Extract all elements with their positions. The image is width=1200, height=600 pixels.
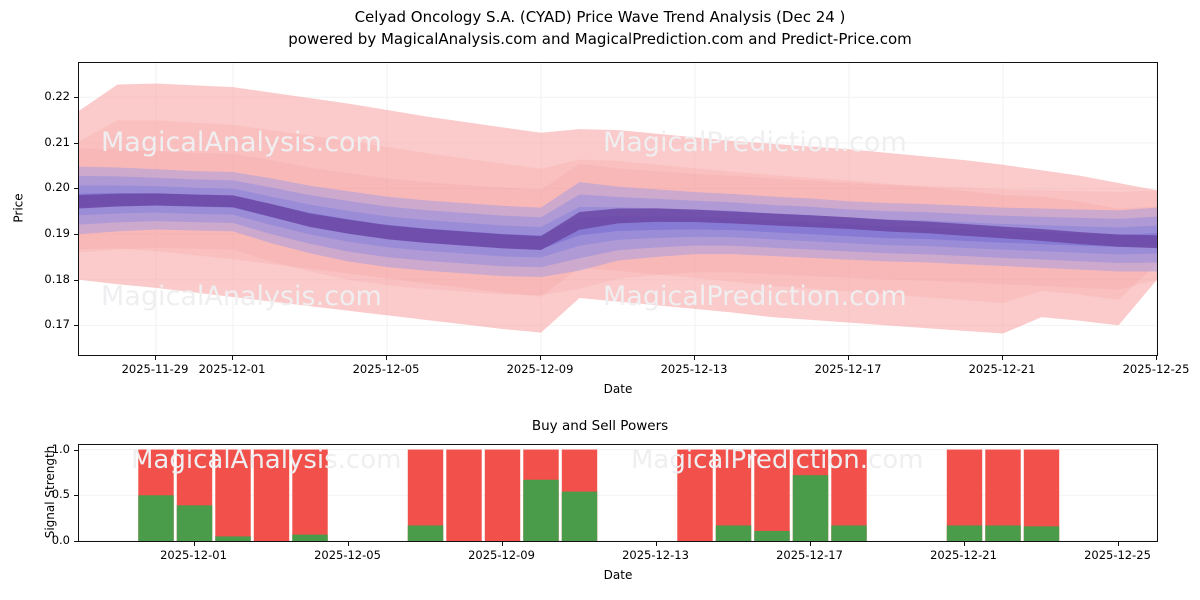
chart-title-block: Celyad Oncology S.A. (CYAD) Price Wave T… — [0, 6, 1200, 50]
signal-x-axis-label: Date — [603, 568, 633, 582]
x-tick-mark — [1156, 356, 1157, 360]
price-x-tick-label: 2025-12-05 — [352, 362, 420, 376]
signal-x-tick-label: 2025-12-21 — [930, 548, 997, 562]
signal-y-tick-label: 0.5 — [51, 487, 70, 502]
x-tick-mark — [386, 356, 387, 360]
price-y-tick-label: 0.21 — [44, 134, 70, 149]
x-tick-mark — [1002, 356, 1003, 360]
bottom-chart-title: Buy and Sell Powers — [531, 418, 669, 434]
signal-x-tick-label: 2025-12-25 — [1084, 548, 1151, 562]
x-tick-mark — [655, 542, 657, 546]
price-x-tick-label: 2025-12-01 — [198, 362, 266, 376]
y-tick-mark — [74, 279, 78, 281]
price-chart-panel: MagicalAnalysis.com MagicalPrediction.co… — [78, 62, 1158, 356]
x-tick-mark — [848, 356, 849, 360]
y-tick-mark — [74, 541, 78, 542]
y-tick-mark — [74, 325, 78, 327]
x-tick-mark — [232, 356, 233, 360]
signal-x-tick-label: 2025-12-01 — [160, 548, 227, 562]
signal-y-tick-label: 1.0 — [51, 441, 70, 456]
buy-sell-powers-panel: MagicalAnalysis.com MagicalPrediction.co… — [78, 444, 1158, 542]
signal-x-tick-label: 2025-12-13 — [622, 548, 689, 562]
price-wave-plot — [79, 63, 1157, 355]
x-tick-mark — [501, 542, 503, 546]
price-x-tick-label: 2025-12-13 — [660, 362, 728, 376]
price-y-tick-label: 0.18 — [44, 271, 70, 286]
x-tick-mark — [193, 542, 195, 546]
signal-x-tick-label: 2025-12-17 — [776, 548, 843, 562]
chart-title-line2: powered by MagicalAnalysis.com and Magic… — [288, 30, 912, 48]
x-tick-mark — [1117, 542, 1119, 546]
y-tick-mark — [74, 449, 78, 451]
x-tick-mark — [694, 356, 695, 360]
price-x-tick-label: 2025-12-17 — [814, 362, 882, 376]
x-tick-mark — [540, 356, 541, 360]
price-x-tick-label: 2025-11-29 — [121, 362, 189, 376]
x-tick-mark — [347, 542, 349, 546]
signal-y-axis-label: Signal Strength — [43, 445, 57, 539]
x-tick-mark — [809, 542, 811, 546]
y-tick-mark — [74, 495, 78, 497]
price-y-tick-label: 0.22 — [44, 89, 70, 104]
y-tick-mark — [74, 97, 78, 99]
chart-title-line1: Celyad Oncology S.A. (CYAD) Price Wave T… — [354, 8, 846, 26]
x-tick-mark — [155, 356, 156, 360]
signal-y-tick-label: 0.0 — [51, 533, 70, 547]
price-x-tick-label: 2025-12-09 — [506, 362, 574, 376]
y-tick-mark — [74, 142, 78, 144]
y-tick-mark — [74, 188, 78, 190]
price-x-tick-label: 2025-12-21 — [968, 362, 1036, 376]
price-x-axis-label: Date — [603, 382, 633, 396]
signal-x-tick-label: 2025-12-05 — [314, 548, 381, 562]
price-y-tick-label: 0.20 — [44, 180, 70, 195]
signal-x-tick-label: 2025-12-09 — [468, 548, 535, 562]
x-tick-mark — [963, 542, 965, 546]
buy-sell-bars-plot — [79, 449, 1157, 541]
price-y-tick-label: 0.19 — [44, 226, 70, 241]
price-y-tick-label: 0.17 — [44, 317, 70, 332]
y-tick-mark — [74, 234, 78, 236]
price-x-tick-label: 2025-12-25 — [1122, 362, 1190, 376]
price-y-axis-label: Price — [11, 193, 26, 223]
